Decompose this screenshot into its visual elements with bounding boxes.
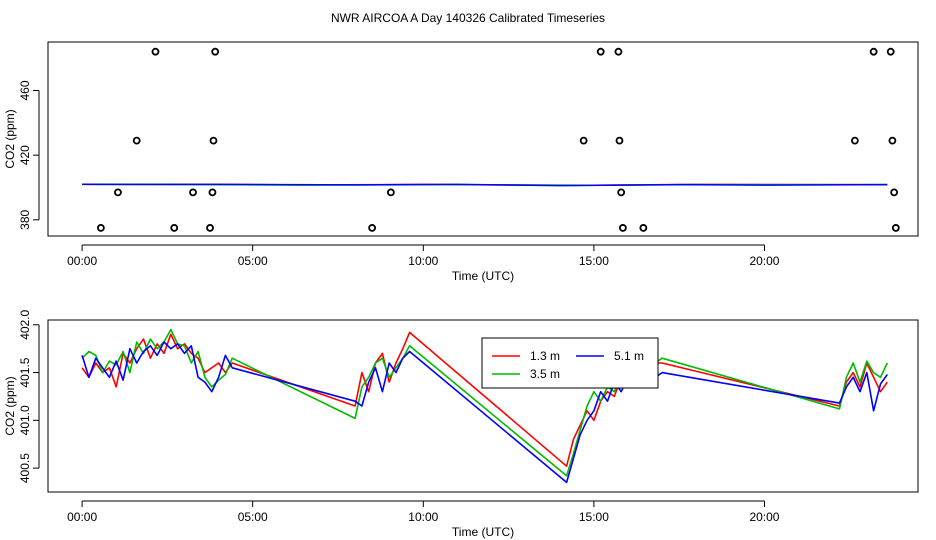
x-tick-label: 00:00 (67, 254, 97, 268)
y-tick-label: 402.0 (18, 309, 32, 339)
scatter-point (151, 47, 160, 56)
scatter-point (615, 136, 624, 145)
legend-box (481, 337, 659, 389)
scatter-point (206, 224, 214, 232)
x-tick-label: 10:00 (408, 510, 438, 524)
legend: 1.3 m 5.1 m 3.5 m (481, 337, 659, 389)
x-axis-label: Time (UTC) (452, 269, 514, 283)
legend-entry-label: 3.5 m (530, 367, 560, 381)
scatter-point (386, 188, 395, 197)
scatter-point (368, 224, 377, 232)
y-tick-label: 401.5 (18, 357, 32, 387)
legend-entry-label: 1.3 m (530, 349, 560, 363)
y-axis-label: CO2 (ppm) (3, 376, 17, 435)
y-tick-label: 401.0 (18, 405, 32, 435)
scatter-point (170, 224, 179, 232)
scatter-point (890, 188, 899, 197)
bottom-panel-lines: 00:00 05:00 10:00 15:00 20:00 Time (UTC) 400.5… (3, 309, 919, 539)
figure-title: NWR AIRCOA A Day 140326 Calibrated Times… (331, 11, 605, 25)
x-tick-label: 05:00 (238, 510, 268, 524)
scatter-point (208, 188, 217, 197)
scatter-point (869, 47, 878, 56)
scatter-point (888, 136, 897, 145)
scatter-point (614, 47, 623, 56)
top-panel-scatter: 00:00 05:00 10:00 15:00 20:00 Time (UTC) 380 42… (3, 41, 919, 283)
scatter-point (596, 47, 605, 56)
baseline-series-line (82, 183, 888, 187)
x-tick-label: 10:00 (408, 254, 438, 268)
legend-entry-label: 5.1 m (614, 349, 644, 363)
scatter-point (96, 224, 105, 232)
scatter-point (132, 136, 141, 145)
x-tick-label: 20:00 (749, 254, 779, 268)
scatter-point (209, 136, 218, 145)
y-axis-label: CO2 (ppm) (3, 109, 17, 168)
x-tick-label: 05:00 (238, 254, 268, 268)
scatter-point (211, 47, 220, 56)
plot-frame (47, 319, 919, 493)
scatter-point (639, 224, 648, 232)
x-tick-label: 00:00 (67, 510, 97, 524)
scatter-point (189, 188, 197, 197)
scatter-point (886, 47, 895, 56)
scatter-point (114, 188, 122, 197)
y-tick-label: 380 (18, 210, 32, 230)
scatter-point (891, 224, 900, 232)
x-tick-label: 15:00 (579, 510, 609, 524)
x-tick-label: 15:00 (579, 254, 609, 268)
scatter-point (618, 224, 627, 232)
plot-frame (47, 41, 919, 237)
scatter-point (850, 136, 859, 145)
scatter-point (579, 136, 588, 145)
x-tick-label: 20:00 (749, 510, 779, 524)
x-axis-label: Time (UTC) (452, 525, 514, 539)
scatter-point (617, 188, 626, 197)
y-tick-label: 420 (18, 145, 32, 165)
y-tick-label: 400.5 (18, 453, 32, 483)
y-tick-label: 460 (18, 80, 32, 100)
